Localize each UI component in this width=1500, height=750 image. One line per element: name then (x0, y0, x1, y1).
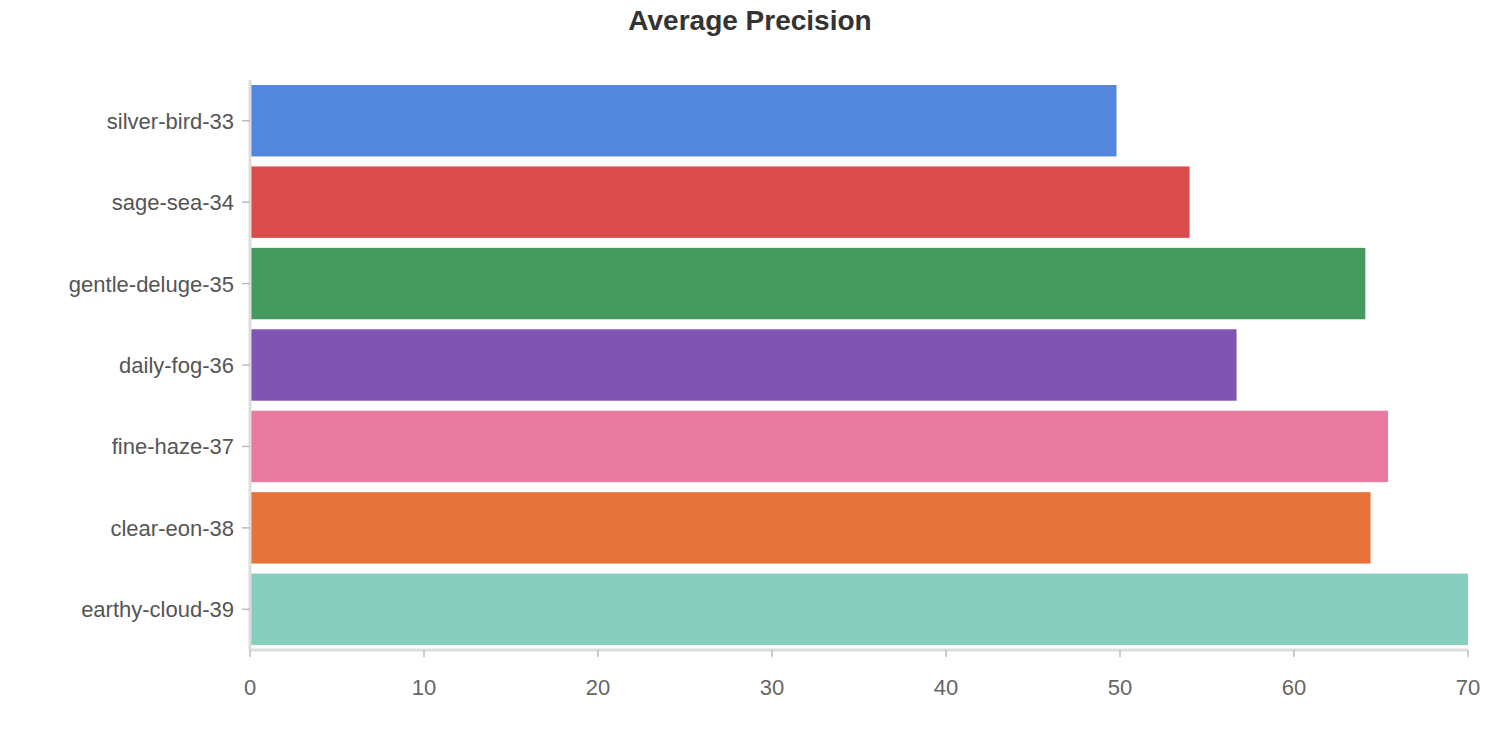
bar (250, 85, 1117, 156)
bar (250, 329, 1237, 400)
x-tick (1119, 650, 1121, 657)
bar (250, 166, 1190, 237)
chart-svg: Average Precision 0 10 20 30 40 50 60 70 silver-b… (0, 0, 1500, 750)
y-tick-label: fine-haze-37 (112, 434, 234, 459)
bars (250, 85, 1468, 645)
x-tick (1467, 650, 1469, 657)
x-tick (249, 650, 251, 657)
y-tick (242, 283, 250, 285)
y-tick-label: earthy-cloud-39 (81, 597, 234, 622)
y-tick (242, 120, 250, 122)
axes: 0 10 20 30 40 50 60 70 silver-bird-33 sage-sea-34… (69, 80, 1480, 700)
bar (250, 574, 1468, 645)
y-tick-label: gentle-deluge-35 (69, 272, 234, 297)
y-tick (242, 527, 250, 529)
y-tick-label: silver-bird-33 (107, 109, 234, 134)
y-tick-label: sage-sea-34 (112, 190, 234, 215)
x-tick-label: 60 (1282, 675, 1306, 700)
x-tick-label: 20 (586, 675, 610, 700)
x-axis-line (250, 649, 1468, 652)
x-tick-label: 50 (1108, 675, 1132, 700)
y-tick (242, 609, 250, 611)
bar (250, 492, 1371, 563)
y-tick (242, 446, 250, 448)
x-tick (771, 650, 773, 657)
x-tick (597, 650, 599, 657)
chart-container: Average Precision 0 10 20 30 40 50 60 70 silver-b… (0, 0, 1500, 750)
bar (250, 411, 1388, 482)
x-tick-label: 40 (934, 675, 958, 700)
y-tick (242, 364, 250, 366)
x-tick (1293, 650, 1295, 657)
bar (250, 248, 1365, 319)
chart-title: Average Precision (628, 5, 871, 36)
x-tick-label: 70 (1456, 675, 1480, 700)
x-tick (423, 650, 425, 657)
y-tick-label: daily-fog-36 (119, 353, 234, 378)
x-tick-label: 10 (412, 675, 436, 700)
y-tick-label: clear-eon-38 (110, 516, 234, 541)
x-tick-label: 30 (760, 675, 784, 700)
x-tick (945, 650, 947, 657)
x-tick-label: 0 (244, 675, 256, 700)
y-tick (242, 201, 250, 203)
